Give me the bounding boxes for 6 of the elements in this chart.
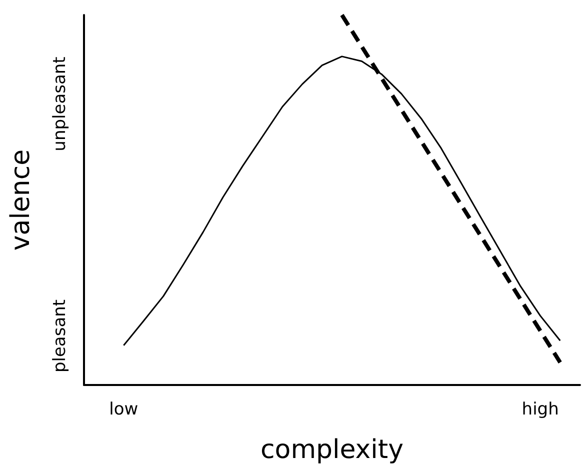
y-axis-title: valence — [6, 149, 36, 251]
x-tick-label: low — [109, 400, 138, 420]
x-axis-title: complexity — [260, 435, 404, 465]
text: pleasant — [50, 299, 70, 373]
text: unpleasant — [50, 56, 70, 152]
x-tick-label: high — [522, 400, 559, 420]
